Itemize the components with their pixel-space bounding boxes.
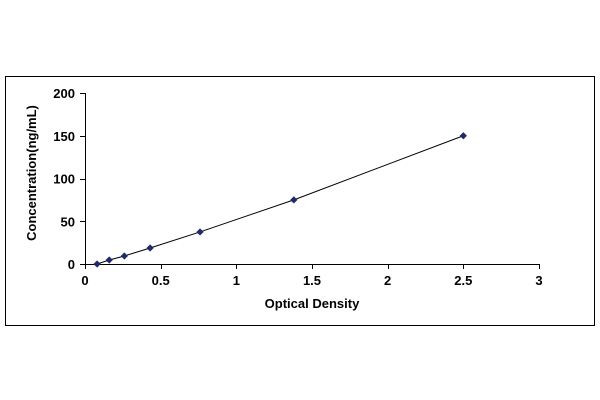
x-tick-label: 1 (233, 273, 240, 288)
x-tick-label: 2.5 (454, 273, 472, 288)
data-point (93, 260, 101, 268)
data-point (120, 252, 128, 260)
x-tick-labels: 0 0.5 1 1.5 2 2.5 3 (81, 273, 542, 288)
y-tick-label: 50 (61, 214, 75, 229)
data-point (146, 244, 154, 252)
data-point (105, 256, 113, 264)
x-tick-label: 3 (535, 273, 542, 288)
chart-frame (5, 76, 595, 326)
x-tick-label: 1.5 (303, 273, 321, 288)
y-tick-labels: 0 50 100 150 200 (53, 86, 75, 272)
y-axis-title: Concentration(ng/mL) (24, 105, 39, 241)
x-tick-label: 0.5 (152, 273, 170, 288)
y-tick-label: 150 (53, 129, 75, 144)
x-axis-title: Optical Density (265, 296, 360, 311)
y-tick-label: 0 (68, 257, 75, 272)
tick-marks (80, 93, 540, 269)
data-point (196, 228, 204, 236)
data-point (290, 196, 298, 204)
y-tick-label: 100 (53, 172, 75, 187)
y-tick-label: 200 (53, 86, 75, 101)
data-point (459, 132, 467, 140)
x-tick-label: 0 (81, 273, 88, 288)
data-points (93, 132, 467, 268)
x-tick-label: 2 (384, 273, 391, 288)
